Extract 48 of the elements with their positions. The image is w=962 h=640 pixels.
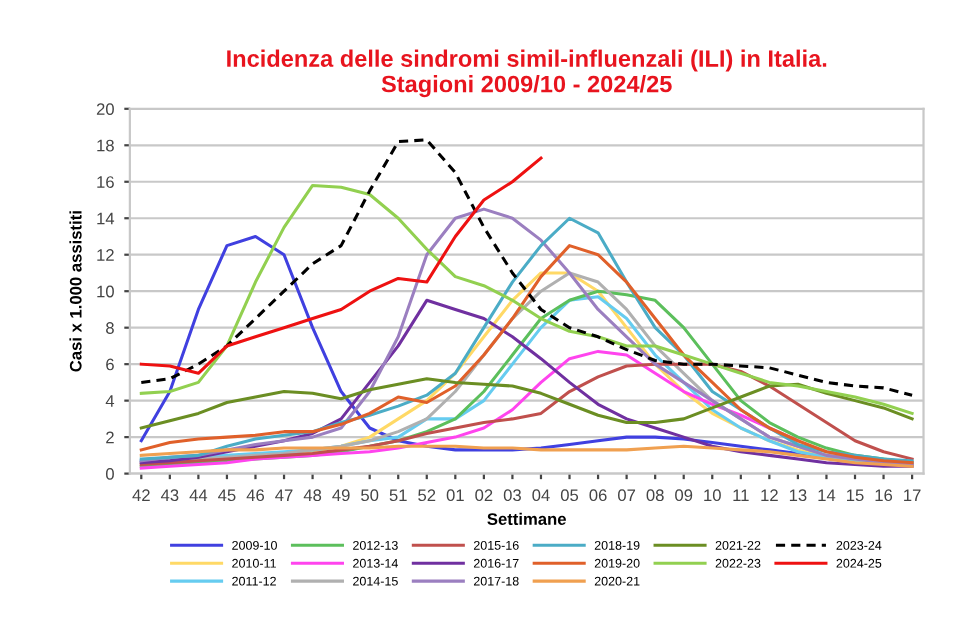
x-tick-label: 52 (418, 489, 436, 502)
y-tick-label: 8 (106, 322, 114, 334)
y-tick-label: 20 (96, 103, 114, 115)
x-tick-label: 08 (646, 489, 664, 502)
x-tick-label: 12 (761, 489, 778, 501)
y-tick-label: 12 (97, 249, 114, 261)
x-tick-label: 46 (246, 489, 265, 502)
x-tick-label: 05 (560, 489, 579, 502)
y-tick-label: 10 (97, 285, 114, 298)
x-tick-label: 48 (303, 489, 322, 502)
x-tick-label: 42 (132, 489, 150, 501)
y-tick-label: 6 (106, 358, 114, 371)
x-axis-title: Settimane (487, 512, 566, 525)
x-tick-label: 50 (361, 489, 379, 502)
x-tick-label: 51 (389, 489, 407, 502)
x-tick-label: 44 (189, 489, 208, 501)
y-tick-label: 18 (97, 139, 114, 152)
y-tick-label: 4 (105, 395, 115, 407)
y-tick-label: 16 (97, 176, 114, 188)
x-tick-label: 43 (160, 489, 179, 502)
x-tick-label: 45 (218, 489, 236, 502)
x-tick-label: 04 (532, 489, 550, 502)
x-tick-label: 49 (332, 489, 350, 502)
y-axis-title: Casi x 1.000 assistiti (69, 211, 82, 372)
x-tick-label: 01 (446, 489, 464, 502)
line-series (139, 156, 543, 375)
x-tick-label: 17 (904, 489, 921, 501)
line-series (139, 362, 914, 467)
x-tick-label: 09 (675, 489, 693, 502)
line-series (139, 183, 914, 415)
y-tick-label: 2 (106, 431, 114, 444)
x-tick-label: 06 (589, 489, 607, 502)
x-tick-label: 07 (618, 489, 636, 502)
x-tick-label: 03 (503, 489, 521, 502)
x-tick-label: 02 (475, 489, 493, 502)
x-tick-label: 16 (875, 489, 893, 502)
x-tick-label: 13 (789, 489, 807, 502)
x-tick-label: 11 (733, 489, 749, 501)
y-tick-label: 14 (97, 212, 115, 225)
line-series (139, 377, 914, 430)
x-tick-label: 14 (818, 489, 836, 501)
x-tick-label: 15 (847, 489, 864, 502)
line-series (139, 138, 914, 397)
chart-title: Incidenza delle sindromi simil-influenzali (ILI) in Italia. Stagioni 2009/10 - 2024/25 (227, 49, 827, 98)
x-tick-label: 10 (704, 489, 721, 502)
x-tick-label: 47 (275, 489, 293, 501)
line-series (139, 444, 914, 468)
y-tick-label: 0 (105, 468, 114, 480)
